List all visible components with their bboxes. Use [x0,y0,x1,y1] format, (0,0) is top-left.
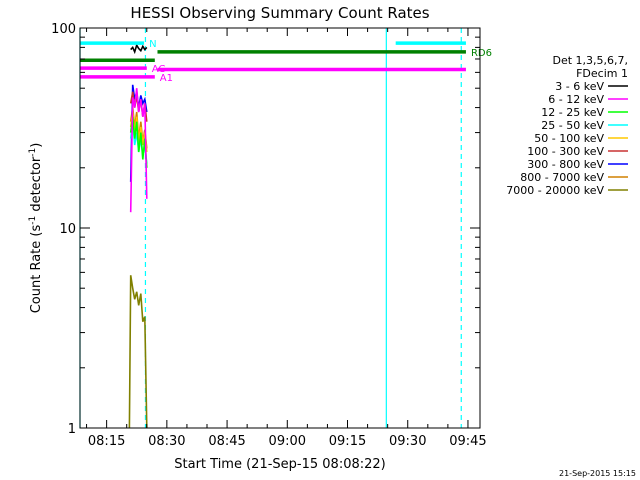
x-tick-label-3: 09:00 [269,434,306,449]
x-tick-label-0: 08:15 [88,434,125,449]
x-tick-label-6: 09:45 [449,434,486,449]
y-tick-label-1: 10 [59,222,76,237]
legend-label-0: 3 - 6 keV [555,80,604,93]
series-2 [129,116,148,168]
y-axis-label-main: Count Rate (s [29,225,44,314]
axis-ticks: 08:15 08:30 08:45 09:00 09:15 09:30 09:45 1 10 10… [51,22,487,449]
legend-label-5: 100 - 300 keV [527,145,604,158]
legend-label-8: 7000 - 20000 keV [506,184,604,197]
x-tick-label-4: 09:15 [329,434,366,449]
x-axis-label: Start Time (21-Sep-15 08:08:22) [174,457,385,472]
x-tick-label-2: 08:45 [208,434,245,449]
flag-label-1: RD6 [471,48,492,59]
legend-label-6: 300 - 800 keV [527,158,604,171]
flag-label-4: A1 [160,73,173,84]
legend-label-2: 12 - 25 keV [541,106,604,119]
series-1 [129,88,148,213]
y-axis-label-exp2: -1 [28,148,38,157]
legend-label-4: 50 - 100 keV [534,132,604,145]
chart-title: HESSI Observing Summary Count Rates [130,4,429,22]
legend-label-1: 6 - 12 keV [548,93,604,106]
legend-label-7: 800 - 7000 keV [520,171,604,184]
y-axis-label: Count Rate (s-1 detector-1) [28,143,44,314]
y-tick-label-2: 100 [51,22,76,37]
x-tick-label-1: 08:30 [148,434,185,449]
y-tick-label-0: 1 [68,422,76,437]
y-axis-label-exp1: -1 [28,216,38,225]
y-axis-label-end: ) [29,143,44,148]
legend-label-3: 25 - 50 keV [541,119,604,132]
footer-timestamp: 21-Sep-2015 15:15 [559,469,636,478]
series-8 [128,275,148,429]
legend-header-0: Det 1,3,5,6,7, [552,54,628,67]
series-0 [130,43,148,55]
legend-header-1: FDecim 1 [576,67,628,80]
plot-area: NRD6ACA1 [79,28,492,429]
flag-label-0: N [149,39,156,50]
x-tick-label-5: 09:30 [389,434,426,449]
y-axis-label-mid: detector [29,156,44,216]
